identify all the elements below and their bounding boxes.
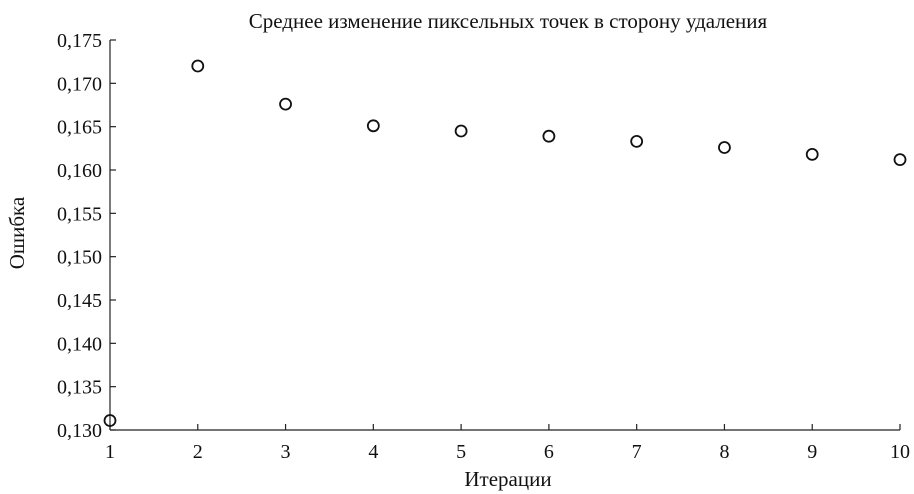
x-tick-label: 10 (890, 441, 910, 463)
y-tick-label: 0,165 (57, 117, 102, 139)
y-tick-label: 0,140 (57, 333, 102, 355)
data-point (191, 59, 205, 73)
y-tick-label: 0,130 (57, 420, 102, 442)
data-point (279, 97, 292, 111)
x-tick-label: 8 (719, 441, 729, 463)
y-tick-label: 0,175 (57, 30, 102, 52)
x-axis-label: Итерации (464, 467, 551, 491)
x-tick-label: 2 (193, 441, 203, 463)
data-point (718, 141, 731, 154)
y-tick-label: 0,145 (57, 290, 102, 312)
x-ticks: 1 2 3 4 5 6 7 8 9 10 (105, 424, 910, 463)
data-point (542, 129, 556, 143)
data-point (805, 147, 819, 161)
y-tick-label: 0,160 (57, 160, 102, 182)
y-ticks: 0,130 0,135 0,140 0,145 0,150 0,155 0,160 0,165… (57, 30, 116, 442)
data-points (103, 59, 907, 427)
x-tick-label: 9 (807, 441, 817, 463)
chart-title: Среднее изменение пиксельных точек в сто… (249, 9, 768, 33)
data-point (893, 153, 907, 167)
y-axis-label: Ошибка (5, 196, 29, 269)
x-tick-label: 5 (456, 441, 466, 463)
y-tick-label: 0,150 (57, 247, 102, 269)
y-tick-label: 0,155 (57, 203, 102, 225)
y-tick-label: 0,135 (57, 377, 102, 399)
x-tick-label: 6 (544, 441, 554, 463)
x-tick-label: 1 (105, 441, 115, 463)
data-point (103, 414, 117, 427)
y-tick-label: 0,170 (57, 73, 102, 95)
data-point (366, 119, 380, 133)
x-tick-label: 7 (632, 441, 642, 463)
x-tick-label: 3 (281, 441, 291, 463)
x-tick-label: 4 (368, 441, 378, 463)
data-point (630, 134, 644, 148)
data-point (454, 124, 468, 138)
